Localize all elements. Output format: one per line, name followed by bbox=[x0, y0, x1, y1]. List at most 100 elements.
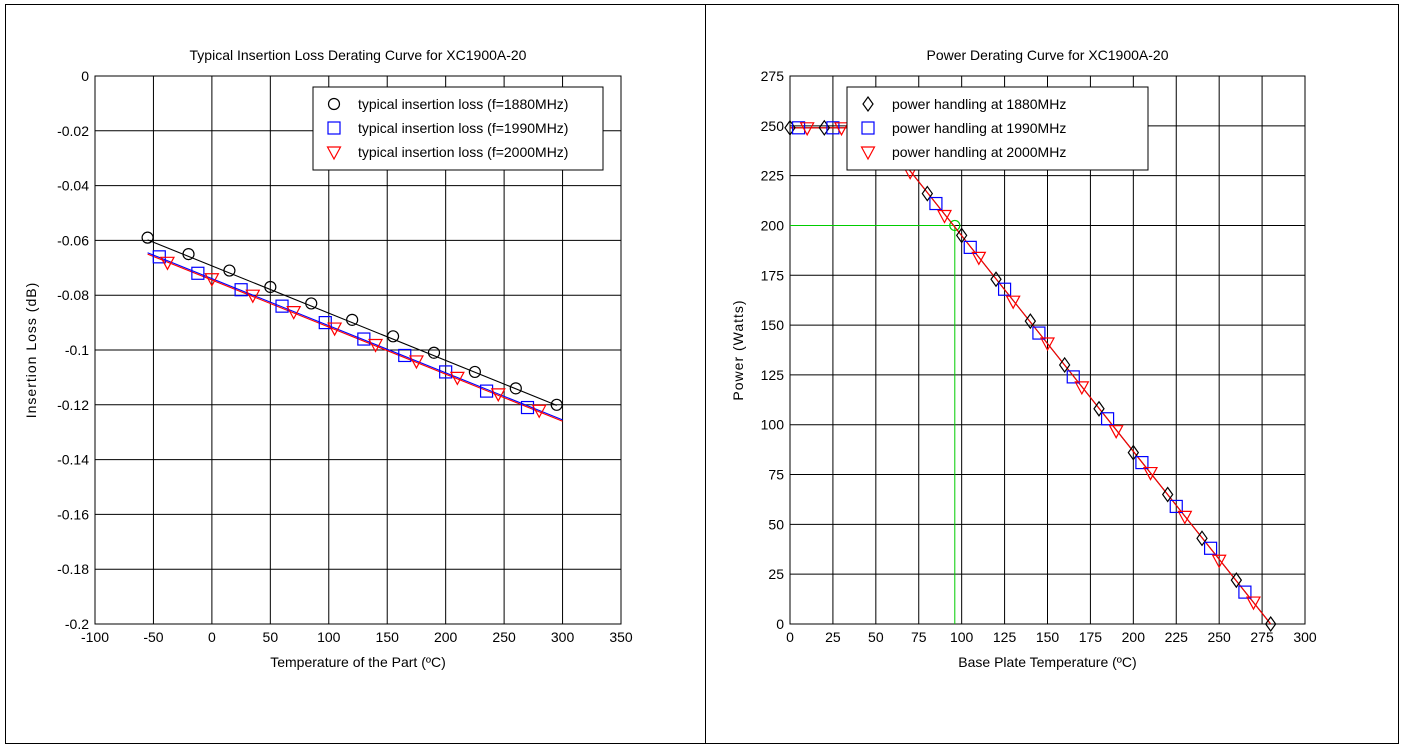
series-2 bbox=[159, 256, 547, 419]
x-tick-label: 225 bbox=[1165, 629, 1189, 645]
data-point bbox=[799, 122, 815, 137]
data-point bbox=[191, 266, 205, 280]
data-point bbox=[531, 404, 547, 419]
reference-line bbox=[790, 224, 956, 624]
data-point bbox=[1074, 381, 1090, 396]
data-point bbox=[1142, 466, 1159, 481]
legend-marker bbox=[327, 121, 341, 135]
x-tick-label: 50 bbox=[263, 629, 279, 645]
y-tick-label: 150 bbox=[761, 317, 785, 333]
y-tick-label: 200 bbox=[761, 217, 785, 233]
y-tick-label: -0.2 bbox=[65, 616, 89, 632]
data-point bbox=[1230, 572, 1243, 589]
data-point bbox=[204, 273, 220, 288]
x-tick-label: 175 bbox=[1079, 629, 1103, 645]
x-tick-label: 350 bbox=[609, 629, 633, 645]
x-axis-label: Temperature of the Part (ºC) bbox=[270, 654, 446, 670]
y-tick-label: -0.04 bbox=[57, 178, 89, 194]
x-tick-label: 250 bbox=[1207, 629, 1231, 645]
data-point bbox=[550, 398, 563, 411]
y-tick-label: 125 bbox=[761, 367, 785, 383]
data-point bbox=[826, 121, 840, 135]
data-point bbox=[784, 119, 796, 136]
y-tick-label: 0 bbox=[776, 616, 784, 632]
data-point bbox=[1039, 337, 1056, 352]
fit-line bbox=[147, 253, 563, 422]
y-tick-label: 175 bbox=[761, 267, 785, 283]
legend-marker bbox=[327, 97, 341, 111]
data-point bbox=[1093, 400, 1105, 417]
y-tick-label: 0 bbox=[81, 68, 89, 84]
legend-marker bbox=[860, 146, 876, 161]
data-point bbox=[182, 248, 195, 261]
chart-title: Power Derating Curve for XC1900A-20 bbox=[926, 47, 1168, 63]
data-point bbox=[1238, 585, 1252, 599]
x-tick-label: -50 bbox=[143, 629, 163, 645]
y-tick-label: 225 bbox=[761, 168, 785, 184]
legend-entry: typical insertion loss (f=2000MHz) bbox=[358, 144, 568, 160]
y-axis-label: Power (Watts) bbox=[730, 299, 746, 400]
data-point bbox=[1203, 541, 1218, 555]
insertion-loss-chart: Typical Insertion Loss Derating Curve fo… bbox=[23, 47, 633, 670]
y-tick-label: -0.08 bbox=[57, 287, 89, 303]
data-point bbox=[833, 122, 850, 137]
data-point bbox=[1005, 295, 1021, 310]
x-tick-label: 150 bbox=[376, 629, 400, 645]
data-point bbox=[1177, 510, 1193, 525]
y-tick-label: -0.18 bbox=[57, 561, 89, 577]
data-point bbox=[386, 330, 400, 343]
x-tick-label: 50 bbox=[868, 629, 884, 645]
data-point bbox=[368, 338, 384, 353]
y-tick-label: -0.12 bbox=[57, 397, 89, 413]
chart-title: Typical Insertion Loss Derating Curve fo… bbox=[190, 47, 527, 63]
data-point bbox=[1024, 313, 1037, 330]
legend-entry: power handling at 1880MHz bbox=[892, 96, 1066, 112]
x-tick-label: 200 bbox=[434, 629, 458, 645]
data-point bbox=[264, 280, 277, 294]
legend-entry: power handling at 2000MHz bbox=[892, 144, 1066, 160]
data-point bbox=[1100, 412, 1115, 426]
reference-marker bbox=[949, 219, 961, 232]
y-tick-label: -0.1 bbox=[65, 342, 89, 358]
data-point bbox=[468, 365, 481, 379]
x-tick-label: 0 bbox=[786, 629, 794, 645]
data-point bbox=[159, 256, 175, 271]
data-point bbox=[963, 240, 977, 254]
data-point bbox=[1169, 499, 1183, 514]
data-point bbox=[929, 196, 943, 211]
data-point bbox=[1264, 615, 1277, 633]
data-point bbox=[971, 251, 987, 266]
data-point bbox=[936, 209, 953, 224]
x-tick-label: 275 bbox=[1250, 629, 1274, 645]
data-point bbox=[346, 313, 359, 326]
y-axis-label: Insertion Loss (dB) bbox=[23, 282, 39, 419]
data-point bbox=[1135, 455, 1149, 470]
fit-line bbox=[147, 239, 557, 406]
data-point bbox=[1108, 425, 1124, 439]
data-point bbox=[509, 382, 522, 395]
x-axis-label: Base Plate Temperature (ºC) bbox=[958, 654, 1136, 670]
column-divider bbox=[705, 4, 706, 744]
data-point bbox=[327, 322, 343, 337]
x-tick-label: 300 bbox=[1293, 629, 1317, 645]
data-point bbox=[1161, 486, 1174, 503]
x-tick-label: -100 bbox=[81, 629, 109, 645]
legend-box bbox=[312, 86, 604, 171]
legend-box bbox=[846, 86, 1149, 171]
x-tick-label: 300 bbox=[551, 629, 575, 645]
y-tick-label: 100 bbox=[761, 417, 785, 433]
x-tick-label: 200 bbox=[1122, 629, 1146, 645]
data-point bbox=[921, 185, 934, 202]
y-tick-label: -0.06 bbox=[57, 232, 89, 248]
x-tick-label: 0 bbox=[208, 629, 216, 645]
data-point bbox=[141, 231, 154, 244]
data-point bbox=[1245, 596, 1262, 611]
x-tick-label: 125 bbox=[993, 629, 1017, 645]
data-point bbox=[286, 306, 302, 320]
x-tick-label: 100 bbox=[950, 629, 974, 645]
data-point bbox=[955, 227, 968, 244]
legend-marker bbox=[861, 121, 875, 135]
data-point bbox=[1211, 554, 1227, 569]
legend-entry: typical insertion loss (f=1990MHz) bbox=[358, 120, 568, 136]
